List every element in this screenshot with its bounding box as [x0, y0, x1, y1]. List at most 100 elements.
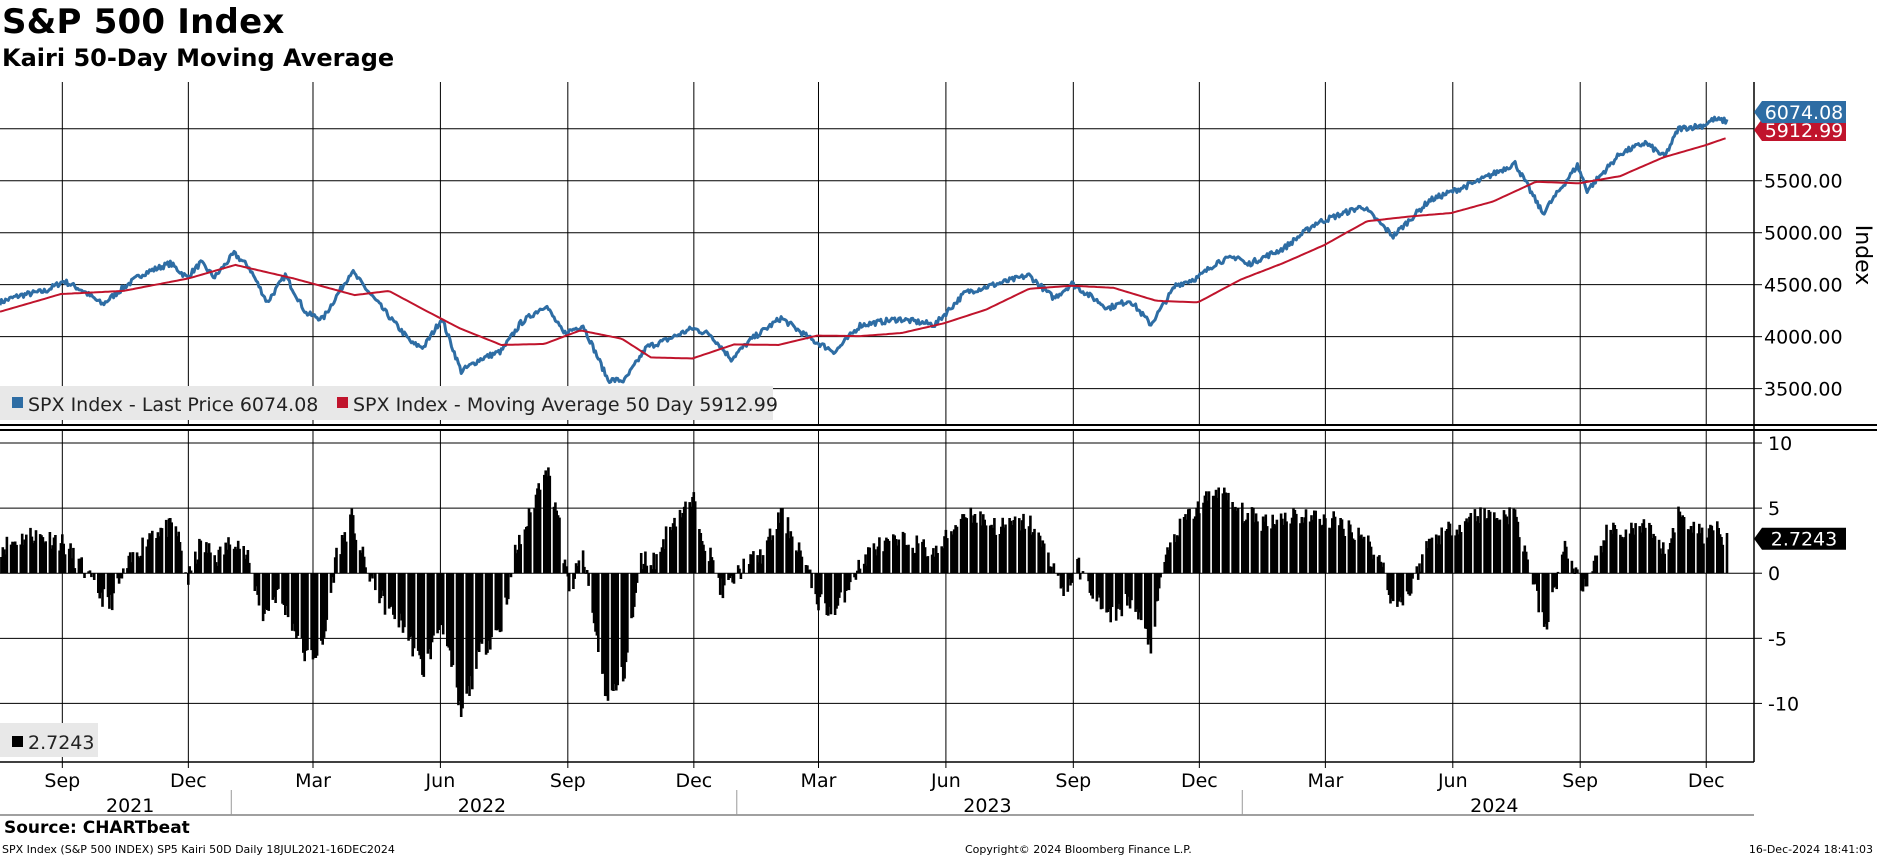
x-tick-label: Sep — [1055, 770, 1091, 792]
kairi-bar — [407, 573, 410, 641]
kairi-bar — [1332, 511, 1335, 574]
kairi-bar — [998, 534, 1002, 574]
kairi-bar — [1562, 551, 1565, 574]
kairi-bar — [412, 573, 416, 649]
kairi-bar — [360, 552, 363, 574]
kairi-bar — [951, 534, 955, 574]
kairi-bar — [839, 573, 842, 593]
kairi-bar — [849, 573, 852, 583]
kairi-bar — [1680, 517, 1683, 574]
tag-kairi-label: 2.7243 — [1771, 529, 1837, 551]
kairi-bar — [164, 519, 168, 574]
kairi-bar — [536, 488, 539, 574]
kairi-bar — [189, 570, 193, 574]
kairi-bar — [1584, 573, 1587, 587]
kairi-bar — [306, 573, 309, 651]
kairi-bar — [1574, 567, 1578, 574]
kairi-bar — [1145, 573, 1148, 629]
kairi-bar — [1418, 563, 1421, 574]
kairi-bar — [383, 573, 387, 615]
kairi-bar — [825, 573, 829, 615]
kairi-bar — [1426, 548, 1430, 574]
kairi-bar — [13, 541, 17, 574]
kairi-bar — [1353, 539, 1356, 574]
kairi-bar — [750, 555, 754, 574]
kairi-bar — [1350, 532, 1353, 574]
kairi-bar — [1274, 525, 1277, 574]
kairi-bar — [558, 517, 561, 574]
kairi-bar — [44, 541, 47, 574]
kairi-bar — [1390, 573, 1394, 599]
kairi-bar — [1581, 573, 1585, 592]
kairi-bar — [923, 547, 927, 574]
kairi-bar — [1342, 528, 1345, 574]
kairi-bar — [563, 559, 567, 574]
kairi-bar — [1459, 532, 1463, 574]
kairi-bar — [1164, 554, 1168, 574]
kairi-bar — [353, 533, 356, 574]
kairi-bar — [188, 566, 191, 574]
kairi-bar — [757, 562, 761, 574]
x-tick-label: Mar — [295, 770, 331, 792]
kairi-bar — [332, 573, 336, 583]
kairi-bar — [731, 573, 734, 583]
tag-ma50-label: 5912.99 — [1765, 120, 1844, 142]
kairi-bar — [62, 543, 65, 574]
kairi-bar — [1281, 518, 1284, 574]
footer-description: SPX Index (S&P 500 INDEX) SP5 Kairi 50D … — [2, 843, 395, 856]
y-tick-label-bottom: 5 — [1768, 498, 1780, 520]
kairi-bar — [1290, 517, 1294, 574]
kairi-bar — [926, 556, 930, 574]
kairi-bar — [1137, 573, 1140, 620]
kairi-bar — [1653, 536, 1657, 574]
kairi-bar — [187, 573, 190, 585]
kairi-bar — [286, 573, 290, 618]
kairi-bar — [1382, 562, 1385, 574]
kairi-bar — [779, 508, 783, 574]
kairi-bar — [1513, 509, 1517, 574]
tag-ma50: 5912.99 — [1754, 119, 1846, 142]
kairi-bar — [548, 475, 552, 574]
kairi-bar — [1295, 513, 1298, 574]
kairi-bar — [969, 507, 973, 574]
kairi-bar — [718, 573, 722, 595]
kairi-bar — [868, 547, 871, 574]
kairi-bar — [662, 539, 665, 574]
kairi-bar — [747, 564, 751, 574]
kairi-bar — [218, 546, 222, 574]
kairi-bar — [1156, 573, 1160, 601]
kairi-bar — [1717, 528, 1720, 574]
kairi-bar — [1710, 525, 1714, 574]
kairi-bar — [982, 514, 985, 574]
kairi-bar — [1367, 535, 1370, 574]
kairi-bar — [392, 573, 395, 615]
kairi-bar — [610, 573, 614, 691]
kairi-bar — [1725, 533, 1729, 574]
kairi-bar — [275, 573, 279, 590]
kairi-bar — [552, 506, 556, 574]
kairi-bar — [1498, 519, 1502, 574]
kairi-bar — [1502, 510, 1506, 574]
kairi-bar — [504, 573, 507, 598]
kairi-bar — [555, 510, 558, 574]
kairi-bar — [858, 568, 862, 574]
kairi-bar — [760, 563, 763, 574]
kairi-bar — [1254, 513, 1258, 574]
kairi-bar — [1677, 506, 1680, 574]
kairi-bar — [836, 573, 840, 606]
kairi-bar — [961, 514, 964, 574]
kairi-bar — [1319, 525, 1323, 574]
kairi-bar — [703, 550, 707, 574]
kairi-bar — [1716, 521, 1719, 574]
kairi-bar — [810, 573, 813, 589]
kairi-bar — [1347, 520, 1351, 574]
kairi-bar — [651, 569, 654, 574]
kairi-bar — [905, 545, 909, 574]
kairi-bar — [915, 535, 919, 574]
kairi-bar — [1099, 573, 1103, 610]
kairi-bar — [1483, 508, 1486, 574]
kairi-bar — [970, 522, 974, 574]
kairi-bar — [41, 537, 45, 574]
kairi-bar — [285, 573, 288, 606]
